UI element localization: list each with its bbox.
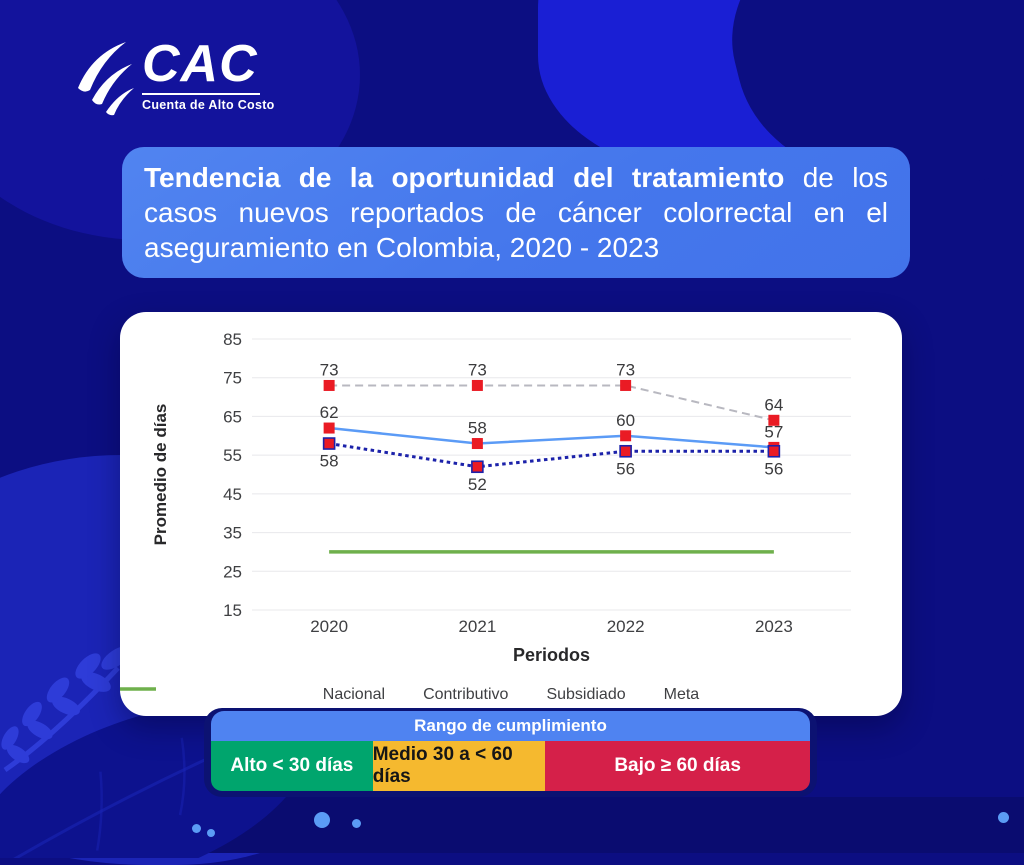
svg-text:2021: 2021 xyxy=(458,617,496,636)
svg-text:56: 56 xyxy=(764,459,783,478)
chart-legend: Nacional Contributivo Subsidiado Meta xyxy=(120,686,902,704)
svg-text:65: 65 xyxy=(223,407,242,426)
svg-text:2023: 2023 xyxy=(755,617,793,636)
chart-card: 85 75 65 55 45 35 25 15 2020 2021 2022 2023 Periodos… xyxy=(120,312,902,716)
swoosh-icon xyxy=(78,42,134,116)
svg-text:2022: 2022 xyxy=(607,617,645,636)
svg-text:57: 57 xyxy=(764,422,783,441)
compliance-widget: Rango de cumplimiento Alto < 30 días Medi… xyxy=(204,708,817,797)
legend-item-nacional: Nacional xyxy=(120,686,386,704)
legend-item-contributivo: Contributivo xyxy=(120,686,509,704)
decor-dot xyxy=(352,819,361,828)
title-regular: de los casos nuevos reportados de cáncer… xyxy=(144,162,888,263)
svg-text:73: 73 xyxy=(320,360,339,379)
svg-text:73: 73 xyxy=(616,360,635,379)
compliance-range: Alto < 30 días xyxy=(211,741,373,791)
svg-text:55: 55 xyxy=(223,446,242,465)
svg-text:58: 58 xyxy=(468,419,487,438)
decor-dot xyxy=(192,824,201,833)
logo-name: CAC xyxy=(142,35,258,93)
logo-divider xyxy=(142,93,260,95)
decor-dot xyxy=(998,812,1009,823)
svg-text:Promedio de días: Promedio de días xyxy=(151,404,170,546)
legend-line-sample xyxy=(120,687,156,691)
title-bold: Tendencia de la oportunidad del tratamie… xyxy=(144,162,785,193)
svg-text:73: 73 xyxy=(468,360,487,379)
decor-dot xyxy=(314,812,330,828)
svg-text:85: 85 xyxy=(223,330,242,349)
legend-label: Contributivo xyxy=(423,686,509,703)
svg-text:35: 35 xyxy=(223,524,242,543)
svg-text:2020: 2020 xyxy=(310,617,348,636)
legend-label: Meta xyxy=(663,686,700,703)
svg-text:52: 52 xyxy=(468,475,487,494)
svg-text:75: 75 xyxy=(223,369,242,388)
svg-text:15: 15 xyxy=(223,601,242,620)
svg-text:45: 45 xyxy=(223,485,242,504)
svg-text:56: 56 xyxy=(616,459,635,478)
legend-item-meta: Meta xyxy=(120,686,700,704)
compliance-range: Medio 30 a < 60 días xyxy=(372,741,546,791)
compliance-range: Bajo ≥ 60 días xyxy=(545,741,810,791)
cac-logo: CAC Cuenta de Alto Costo xyxy=(64,38,275,118)
decor-dot xyxy=(207,829,215,837)
line-chart: 85 75 65 55 45 35 25 15 2020 2021 2022 2023 Periodos… xyxy=(151,330,851,665)
legend-label: Nacional xyxy=(322,686,386,703)
logo-subtitle: Cuenta de Alto Costo xyxy=(142,98,275,112)
legend-item-subsidiado: Subsidiado xyxy=(120,686,626,704)
svg-text:Periodos: Periodos xyxy=(513,645,590,665)
compliance-header: Rango de cumplimiento xyxy=(211,711,810,741)
branch-icon xyxy=(1,646,131,773)
title-banner: Tendencia de la oportunidad del tratamie… xyxy=(122,147,910,278)
legend-label: Subsidiado xyxy=(546,686,626,703)
svg-text:25: 25 xyxy=(223,562,242,581)
svg-text:58: 58 xyxy=(320,452,339,471)
svg-text:64: 64 xyxy=(764,395,783,414)
compliance-ranges: Alto < 30 días Medio 30 a < 60 días Bajo ≥… xyxy=(211,741,810,791)
svg-text:62: 62 xyxy=(320,403,339,422)
svg-text:60: 60 xyxy=(616,411,635,430)
